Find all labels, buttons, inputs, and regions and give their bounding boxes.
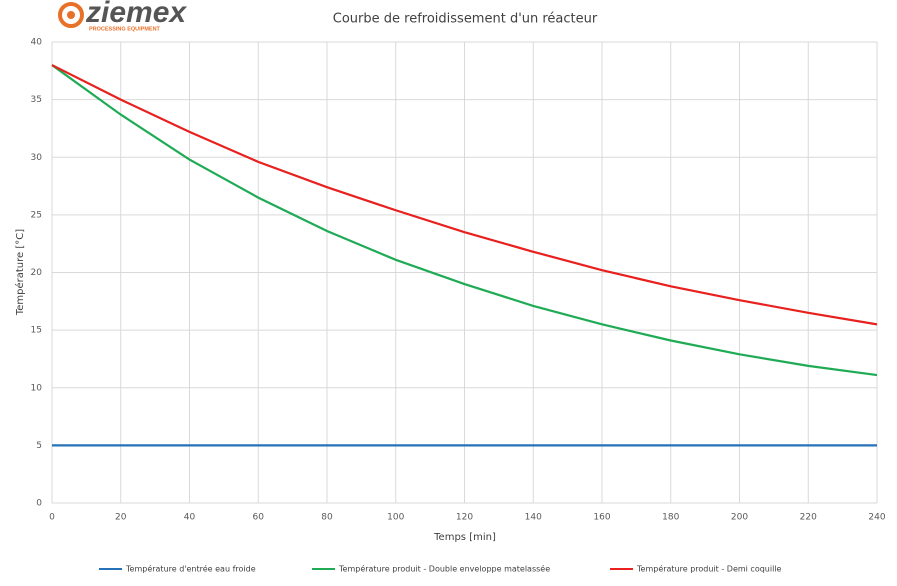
logo-text: ziemex bbox=[85, 0, 187, 29]
x-tick-label: 200 bbox=[731, 513, 748, 523]
y-axis-title: Température [°C] bbox=[14, 229, 26, 316]
x-tick-label: 20 bbox=[115, 513, 127, 523]
legend-label: Température produit - Double enveloppe m… bbox=[338, 564, 550, 574]
x-tick-label: 180 bbox=[662, 513, 679, 523]
y-tick-label: 35 bbox=[31, 95, 42, 105]
x-axis-title: Temps [min] bbox=[433, 532, 496, 543]
data-line bbox=[51, 64, 878, 377]
x-tick-label: 60 bbox=[253, 513, 265, 523]
logo-icon bbox=[58, 2, 84, 28]
legend-item: Température produit - Demi coquille bbox=[610, 564, 782, 574]
logo-icon-core bbox=[67, 11, 75, 19]
y-tick-label: 30 bbox=[31, 153, 43, 163]
x-tick-label: 240 bbox=[868, 513, 885, 523]
x-tick-label: 120 bbox=[456, 513, 473, 523]
y-tick-label: 5 bbox=[36, 441, 42, 451]
legend-label: Température d'entrée eau froide bbox=[125, 564, 256, 574]
y-tick-label: 0 bbox=[36, 499, 42, 509]
x-tick-label: 100 bbox=[387, 513, 404, 523]
y-tick-label: 20 bbox=[31, 268, 43, 278]
y-tick-label: 10 bbox=[31, 383, 43, 393]
x-tick-label: 160 bbox=[593, 513, 610, 523]
chart-title: Courbe de refroidissement d'un réacteur bbox=[333, 12, 598, 27]
x-tick-label: 220 bbox=[800, 513, 817, 523]
y-tick-label: 15 bbox=[31, 326, 42, 336]
x-tick-label: 0 bbox=[49, 513, 55, 523]
x-tick-label: 140 bbox=[525, 513, 542, 523]
x-tick-label: 80 bbox=[321, 513, 333, 523]
legend-item: Température d'entrée eau froide bbox=[99, 564, 256, 574]
logo: ziemex PROCESSING EQUIPMENT bbox=[58, 0, 187, 32]
logo-tagline: PROCESSING EQUIPMENT bbox=[89, 26, 161, 32]
y-tick-label: 25 bbox=[31, 210, 42, 220]
data-line bbox=[51, 64, 878, 326]
x-tick-label: 40 bbox=[184, 513, 196, 523]
y-tick-label: 40 bbox=[31, 38, 43, 48]
legend-label: Température produit - Demi coquille bbox=[636, 564, 782, 574]
legend-item: Température produit - Double enveloppe m… bbox=[312, 564, 550, 574]
